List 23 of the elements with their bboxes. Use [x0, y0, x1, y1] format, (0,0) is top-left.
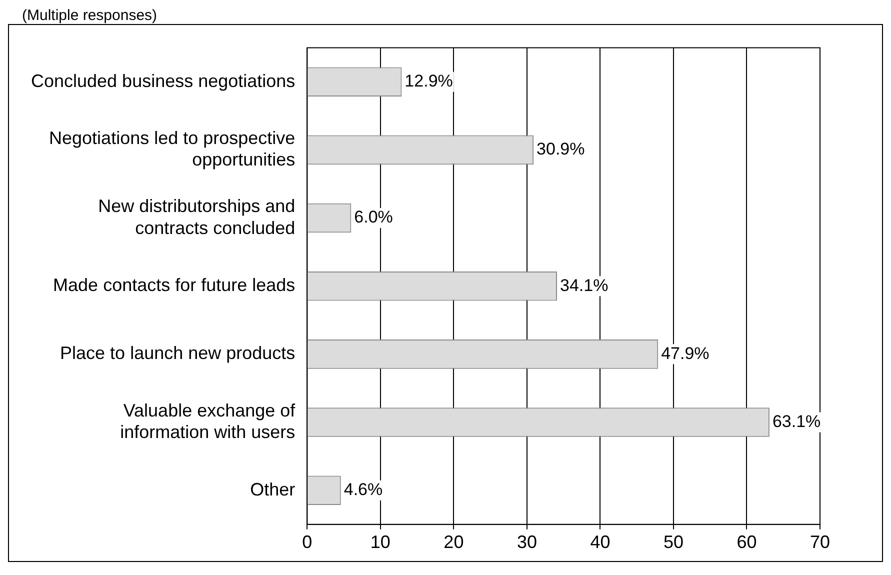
y-tick-label: Valuable exchange of information with users	[120, 400, 296, 442]
data-label: 47.9%	[661, 344, 710, 363]
data-label: 12.9%	[404, 72, 453, 91]
data-label: 6.0%	[354, 208, 393, 227]
x-tick-label: 0	[302, 532, 312, 552]
data-label: 4.6%	[344, 480, 383, 500]
x-tick-label: 30	[516, 532, 537, 552]
x-tick-label: 40	[590, 532, 610, 552]
y-tick-label: Place to launch new products	[60, 343, 296, 364]
data-label: 63.1%	[772, 412, 821, 431]
y-tick-label: Other	[250, 479, 296, 500]
text: (Multiple responses)	[22, 7, 158, 24]
y-tick-label: Concluded business negotiations	[30, 70, 296, 91]
x-tick-label: 60	[736, 532, 757, 552]
data-label: 30.9%	[536, 140, 585, 159]
y-tick-label: Made contacts for future leads	[53, 275, 296, 296]
y-tick-label: Negotiations led to prospective opportunities	[49, 128, 296, 170]
data-label: 34.1%	[560, 276, 608, 295]
x-tick-label: 10	[370, 532, 390, 552]
x-tick-label: 20	[444, 532, 464, 552]
y-tick-label: New distributorships and contracts concluded	[98, 196, 296, 238]
x-tick-label: 50	[663, 532, 684, 552]
x-tick-label: 70	[810, 532, 830, 552]
